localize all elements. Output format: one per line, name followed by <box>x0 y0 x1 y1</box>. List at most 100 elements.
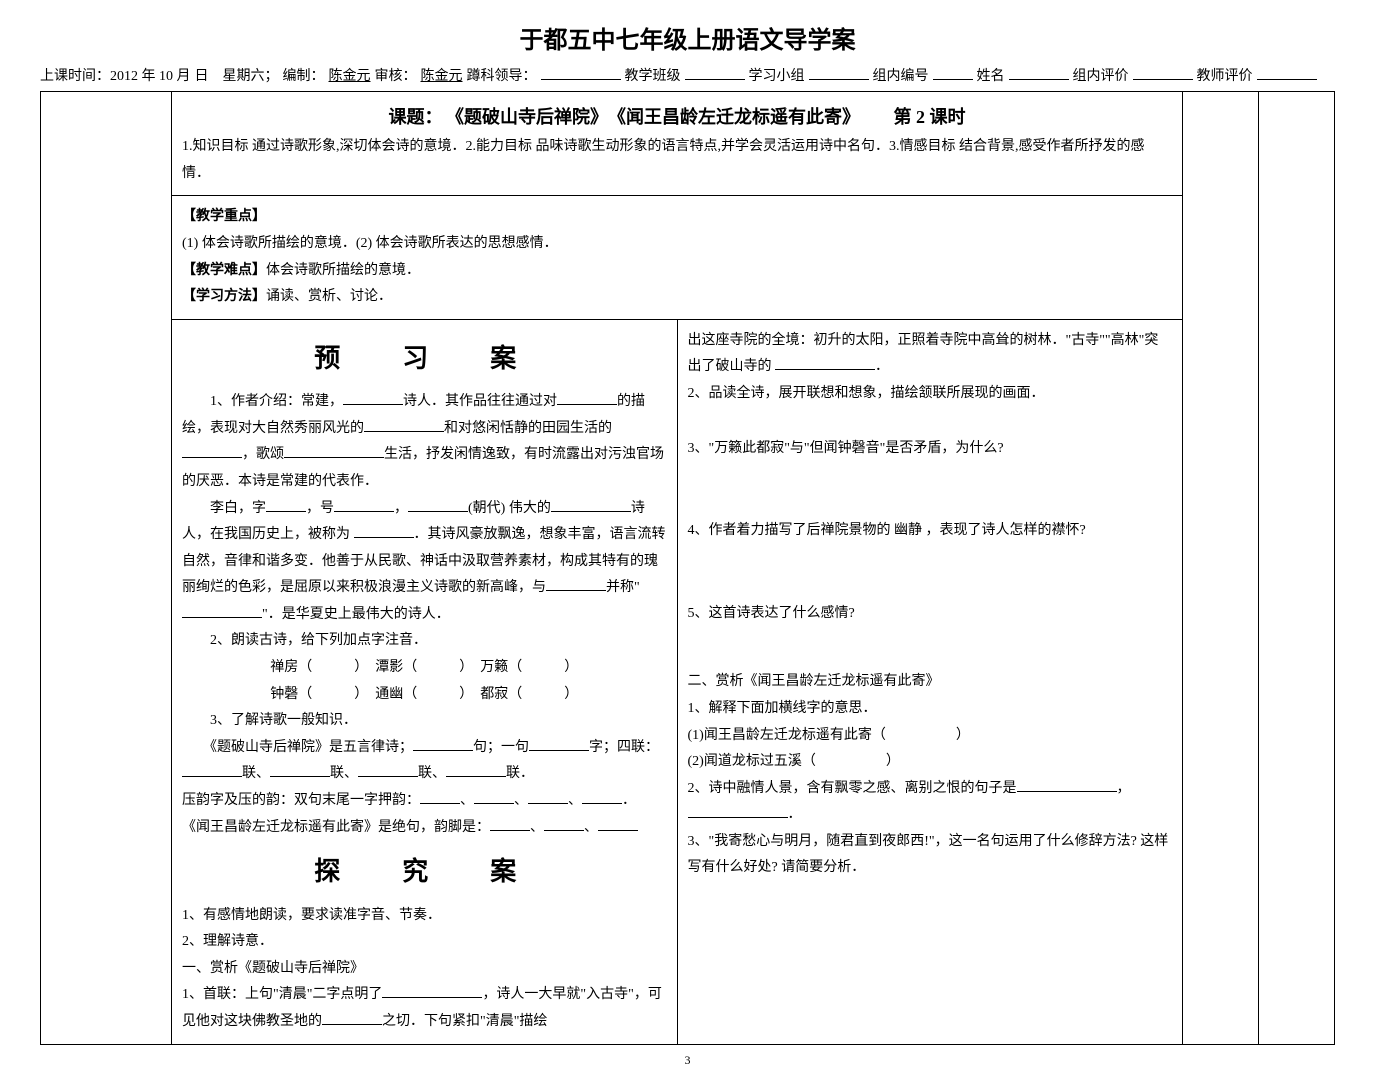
focus-heading: 【教学重点】 <box>182 209 266 224</box>
p1-blank1 <box>343 390 403 405</box>
p4g: 联． <box>506 766 534 781</box>
e4-blank2 <box>322 1010 382 1025</box>
p1-blank5 <box>284 443 384 458</box>
difficulty-text: 体会诗歌所描绘的意境． <box>266 263 420 278</box>
e2: 2、理解诗意． <box>182 929 667 956</box>
r7: 1、解释下面加横线字的意思． <box>688 696 1173 723</box>
p4d: 联、 <box>242 766 270 781</box>
p4l: ． <box>622 793 636 808</box>
class-label: 教学班级 <box>625 65 681 85</box>
p4m-b2 <box>544 816 584 831</box>
spacer-1 <box>688 408 1173 436</box>
class-blank <box>685 65 745 80</box>
method-text: 诵读、赏析、讨论． <box>266 289 392 304</box>
p4k: 、 <box>568 793 582 808</box>
preview-p4: 3、了解诗歌一般知识． <box>182 708 667 735</box>
p1e: ，歌颂 <box>242 447 284 462</box>
left-empty-cell <box>41 92 172 1045</box>
p3: 2、朗读古诗，给下列加点字注音． <box>210 633 427 648</box>
e4: 1、首联：上句"清晨"二字点明了，诗人一大早就"入古寺"，可见他对这块佛教圣地的… <box>182 982 667 1035</box>
p4m: 《闻王昌龄左迁龙标遥有此寄》是绝句，韵脚是： <box>182 820 490 835</box>
compiled-by: 陈金元 <box>329 65 371 85</box>
r8b: ， <box>1117 781 1131 796</box>
focus-cell: 【教学重点】 (1) 体会诗歌所描绘的意境．(2) 体会诗歌所表达的思想感情． … <box>172 196 1183 319</box>
in-eval-blank <box>1133 65 1193 80</box>
p2b: ，号 <box>306 501 334 516</box>
r8a: 2、诗中融情人景，含有飘零之感、离别之恨的句子是 <box>688 781 1017 796</box>
p4o: 、 <box>584 820 598 835</box>
leader-label: 蹲科领导： <box>467 65 537 85</box>
topic-cell: 课题： 《题破山寺后禅院》 《闻王昌龄左迁龙标遥有此寄》 第 2 课时 1.知识… <box>172 92 1183 196</box>
teacher-eval-label: 教师评价 <box>1197 65 1253 85</box>
p1-blank4 <box>182 443 242 458</box>
r4: 4、作者着力描写了后禅院景物的 幽静 ，表现了诗人怎样的襟怀? <box>688 518 1173 545</box>
r9: 3、"我寄愁心与明月，随君直到夜郎西!"，这一名句运用了什么修辞方法? 这样写有… <box>688 829 1173 882</box>
right-empty-1 <box>1183 92 1259 1045</box>
r8-blank1 <box>1017 777 1117 792</box>
e4c: 之切．下句紧扣"清晨"描绘 <box>382 1014 547 1029</box>
difficulty-label: 【教学难点】 <box>182 263 266 278</box>
p4b: 句；一句 <box>473 740 529 755</box>
compiled-label: 编制： <box>283 65 325 85</box>
topic-title: 《题破山寺后禅院》 《闻王昌龄左迁龙标遥有此寄》 <box>446 107 860 127</box>
p4f: 联、 <box>418 766 446 781</box>
reviewed-label: 审核： <box>375 65 417 85</box>
group-blank <box>809 65 869 80</box>
e1: 1、有感情地朗读，要求读准字音、节奏． <box>182 903 667 930</box>
preview-p1: 1、作者介绍：常建，诗人．其作品往往通过对的描绘，表现对大自然秀丽风光的和对悠闲… <box>182 389 667 495</box>
content-row: 预 习 案 1、作者介绍：常建，诗人．其作品往往通过对的描绘，表现对大自然秀丽风… <box>41 319 1335 1044</box>
p4i: 、 <box>460 793 474 808</box>
group-no-blank <box>933 65 973 80</box>
left-content-cell: 预 习 案 1、作者介绍：常建，诗人．其作品往往通过对的描绘，表现对大自然秀丽风… <box>172 319 678 1044</box>
p1b: 诗人．其作品往往通过对 <box>403 394 557 409</box>
p4n: 、 <box>530 820 544 835</box>
r8-blank2 <box>688 803 788 818</box>
p4-blank4 <box>270 762 330 777</box>
preview-p4m: 《闻王昌龄左迁龙标遥有此寄》是绝句，韵脚是： 、 、 <box>182 815 667 842</box>
objectives: 1.知识目标 通过诗歌形象,深切体会诗的意境．2.能力目标 品味诗歌生动形象的语… <box>182 134 1172 187</box>
preview-heading: 预 习 案 <box>182 334 667 383</box>
p2-blank1 <box>266 497 306 512</box>
page-title: 于都五中七年级上册语文导学案 <box>40 20 1335 55</box>
leader-blank <box>541 65 621 80</box>
p4j: 、 <box>514 793 528 808</box>
e4-blank1 <box>382 983 482 998</box>
r7a: (1)闻王昌龄左迁龙标遥有此寄（ ） <box>688 723 1173 750</box>
preview-p2: 李白，字，号，(朝代) 伟大的诗人，在我国历史上，被称为 ．其诗风豪放飘逸，想象… <box>182 496 667 629</box>
p2a: 李白，字 <box>182 501 266 516</box>
p4-blank6 <box>446 762 506 777</box>
p4a: 《题破山寺后禅院》是五言律诗； <box>210 740 413 755</box>
r3: 3、"万籁此都寂"与"但闻钟磬音"是否矛盾，为什么? <box>688 436 1173 463</box>
name-label: 姓名 <box>977 65 1005 85</box>
header-prefix: 上课时间：2012 年 10 月 <box>40 65 191 85</box>
p4e: 联、 <box>330 766 358 781</box>
page-number: 3 <box>40 1053 1335 1068</box>
in-eval-label: 组内评价 <box>1073 65 1129 85</box>
topic-label: 课题： <box>389 107 443 127</box>
r1: 出这座寺院的全境：初升的太阳，正照着寺院中高耸的树林．"古寺""高林"突出了破山… <box>688 328 1173 381</box>
spacer-3 <box>688 545 1173 601</box>
focus-line1: (1) 体会诗歌所描绘的意境．(2) 体会诗歌所表达的思想感情． <box>182 231 1172 258</box>
p1-blank2 <box>557 390 617 405</box>
p4-blank2 <box>529 736 589 751</box>
p4-blank1 <box>413 736 473 751</box>
p1d: 和对悠闲恬静的田园生活的 <box>444 421 612 436</box>
p4-blank3 <box>182 762 242 777</box>
focus-row: 【教学重点】 (1) 体会诗歌所描绘的意境．(2) 体会诗歌所表达的思想感情． … <box>41 196 1335 319</box>
r1b: ． <box>875 359 889 374</box>
topic-period: 第 2 课时 <box>894 107 966 127</box>
topic-row: 课题： 《题破山寺后禅院》 《闻王昌龄左迁龙标遥有此寄》 第 2 课时 1.知识… <box>41 92 1335 196</box>
p2-blank7 <box>182 603 262 618</box>
p2c: ， <box>394 501 408 516</box>
r5: 5、这首诗表达了什么感情? <box>688 601 1173 628</box>
p2-blank5 <box>354 523 414 538</box>
r1-blank <box>775 355 875 370</box>
p4-blank5 <box>358 762 418 777</box>
r8: 2、诗中融情人景，含有飘零之感、离别之恨的句子是，． <box>688 776 1173 829</box>
p4h-b2 <box>474 789 514 804</box>
r7b: (2)闻道龙标过五溪（ ） <box>688 749 1173 776</box>
p4h-b4 <box>582 789 622 804</box>
main-table: 课题： 《题破山寺后禅院》 《闻王昌龄左迁龙标遥有此寄》 第 2 课时 1.知识… <box>40 91 1335 1045</box>
header-line: 上课时间：2012 年 10 月 日 星期六； 编制： 陈金元 审核： 陈金元 … <box>40 65 1335 85</box>
spacer-2 <box>688 462 1173 518</box>
